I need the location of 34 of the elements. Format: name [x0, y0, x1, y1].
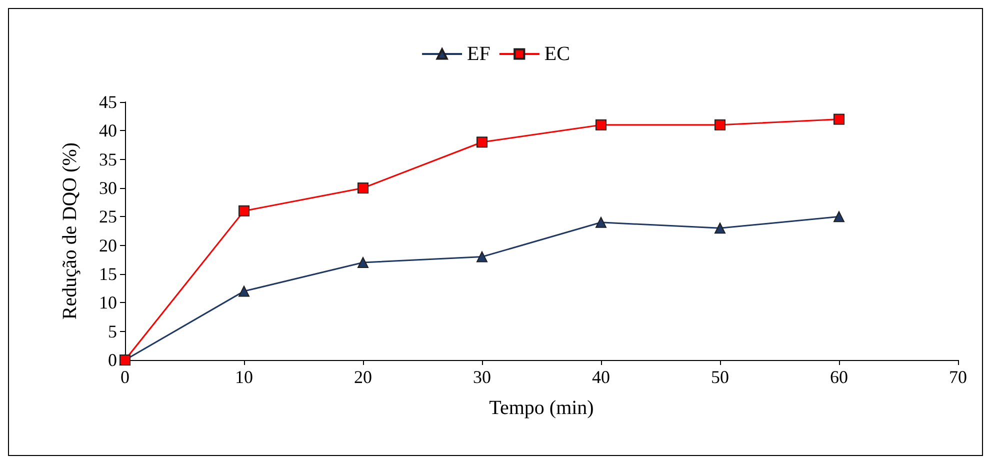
y-tick-label: 20	[99, 235, 117, 256]
y-tick-label: 25	[99, 206, 117, 227]
point	[834, 114, 844, 125]
x-tick-label: 0	[120, 367, 130, 387]
y-tick-label: 5	[108, 321, 117, 342]
point	[476, 251, 488, 262]
y-tick-label: 30	[99, 178, 117, 198]
y-tick-label: 45	[99, 92, 117, 112]
x-axis-title: Tempo (min)	[489, 397, 594, 419]
point	[238, 286, 250, 297]
y-tick-label: 35	[99, 149, 117, 170]
point	[476, 136, 488, 148]
y-tick-label: 0	[108, 350, 117, 370]
y-tick-label: 15	[99, 264, 117, 284]
point	[238, 205, 250, 216]
point	[834, 211, 844, 222]
x-tick-label: 20	[354, 367, 372, 387]
x-tick-label: 30	[473, 367, 491, 387]
x-tick-label: 60	[830, 367, 848, 387]
point	[358, 257, 368, 268]
y-tick-label: 10	[99, 292, 117, 313]
y-tick-label: 40	[99, 120, 117, 141]
x-tick-label: 70	[949, 367, 967, 387]
point	[596, 216, 606, 228]
point	[714, 119, 726, 130]
y-axis-title: Redução de DQO (%)	[59, 142, 81, 320]
x-tick-label: 10	[235, 367, 253, 387]
point	[714, 222, 726, 234]
x-tick-label: 50	[711, 367, 729, 387]
x-tick-label: 40	[592, 367, 610, 387]
legend-label: EF	[467, 43, 490, 65]
legend-label: EC	[544, 43, 570, 65]
point	[596, 119, 606, 130]
point	[358, 182, 368, 194]
